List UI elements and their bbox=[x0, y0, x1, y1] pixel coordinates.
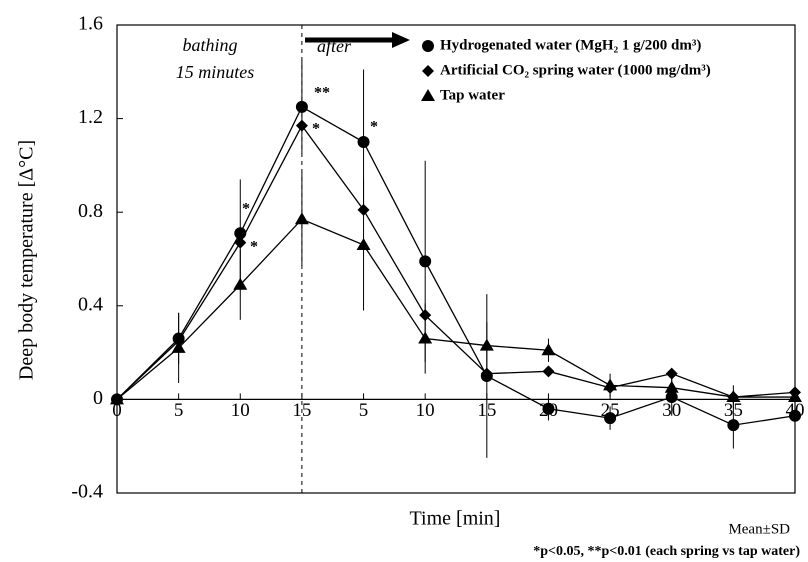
annotation: * bbox=[370, 119, 378, 136]
y-tick-label: 0.4 bbox=[78, 293, 103, 315]
data-point bbox=[726, 390, 741, 403]
annotation: * bbox=[242, 201, 250, 218]
annotation: bathing bbox=[182, 35, 237, 55]
x-axis-label: Time [min] bbox=[410, 508, 501, 530]
legend-label: Hydrogenated water (MgH₂ 1 g/200 dm³) bbox=[440, 37, 701, 53]
x-tick-label: 10 bbox=[416, 400, 435, 421]
series-line bbox=[116, 218, 795, 400]
legend-marker bbox=[421, 89, 435, 101]
y-axis-label: Deep body temperature [Δ°C] bbox=[16, 140, 38, 380]
annotation: 15 minutes bbox=[176, 62, 255, 82]
note: Mean±SD bbox=[728, 521, 790, 537]
data-point bbox=[664, 380, 679, 393]
annotation: ** bbox=[314, 85, 330, 102]
data-point bbox=[665, 367, 678, 380]
annotation: * bbox=[312, 121, 320, 138]
legend-label: Artificial CO₂ spring water (1000 mg/dm³… bbox=[440, 62, 711, 78]
data-point bbox=[233, 277, 248, 290]
data-point bbox=[542, 365, 555, 378]
data-point bbox=[789, 409, 801, 422]
x-tick-label: 5 bbox=[174, 400, 184, 421]
legend-label: Tap water bbox=[440, 87, 505, 103]
data-point bbox=[788, 390, 802, 403]
y-tick-label: 1.6 bbox=[78, 13, 103, 35]
arrow-head bbox=[392, 32, 410, 48]
data-point bbox=[604, 412, 617, 425]
data-point bbox=[727, 419, 740, 432]
y-tick-label: -0.4 bbox=[71, 481, 103, 503]
data-point bbox=[357, 136, 370, 148]
data-point bbox=[542, 402, 555, 415]
data-point bbox=[480, 367, 493, 380]
y-tick-label: 0 bbox=[93, 387, 103, 409]
x-tick-label: 10 bbox=[231, 400, 250, 421]
data-point bbox=[419, 255, 432, 268]
data-point bbox=[603, 378, 618, 391]
series-line bbox=[116, 124, 796, 400]
annotation: after bbox=[317, 36, 352, 56]
legend-marker bbox=[422, 65, 434, 77]
data-point bbox=[171, 340, 186, 353]
y-tick-label: 0.8 bbox=[78, 200, 103, 222]
plot-frame bbox=[116, 24, 796, 494]
x-tick-label: 15 bbox=[292, 400, 311, 421]
annotation: * bbox=[250, 239, 258, 256]
legend-marker bbox=[422, 40, 434, 52]
data-point bbox=[418, 331, 433, 344]
x-tick-label: 0 bbox=[112, 400, 122, 421]
data-point bbox=[295, 119, 308, 132]
data-point bbox=[110, 392, 124, 405]
data-point bbox=[356, 237, 371, 250]
data-point bbox=[479, 338, 494, 351]
footnote: *p<0.05, **p<0.01 (each spring vs tap wa… bbox=[533, 544, 800, 559]
data-point bbox=[295, 100, 308, 113]
data-point bbox=[234, 236, 247, 249]
data-point bbox=[541, 343, 556, 356]
data-point bbox=[294, 212, 309, 225]
series-line bbox=[116, 105, 796, 426]
y-tick-label: 1.2 bbox=[78, 106, 103, 128]
x-tick-label: 5 bbox=[359, 400, 369, 421]
